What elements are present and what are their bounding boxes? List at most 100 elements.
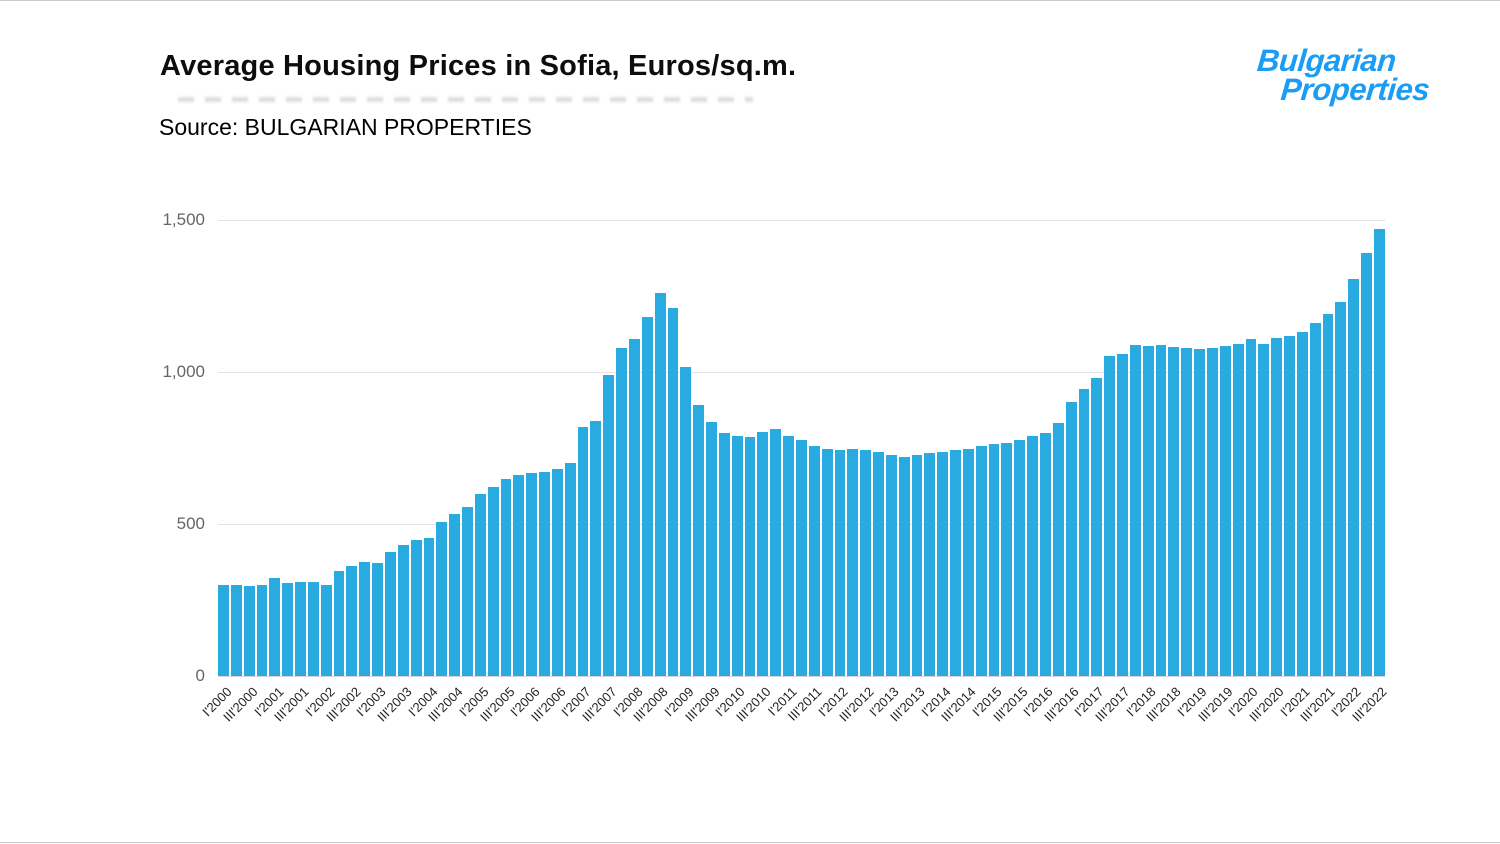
bar bbox=[962, 448, 974, 676]
bar bbox=[230, 584, 242, 676]
bar bbox=[372, 562, 383, 676]
bar bbox=[1219, 345, 1231, 676]
bar bbox=[654, 292, 666, 676]
bar bbox=[410, 539, 422, 676]
bar bbox=[564, 463, 576, 676]
bar bbox=[256, 584, 268, 676]
bar bbox=[1373, 229, 1385, 676]
bar bbox=[1040, 432, 1051, 676]
bar bbox=[873, 451, 884, 676]
bar bbox=[1194, 349, 1205, 676]
bar bbox=[885, 454, 897, 676]
bar bbox=[423, 537, 435, 676]
bar bbox=[898, 456, 910, 676]
bar bbox=[1245, 339, 1257, 676]
bar bbox=[474, 493, 486, 676]
bar bbox=[770, 429, 782, 676]
bar bbox=[218, 585, 229, 676]
gridline bbox=[218, 220, 1385, 221]
bar bbox=[706, 422, 717, 676]
bar bbox=[821, 448, 833, 676]
bar bbox=[449, 514, 461, 676]
bar bbox=[1322, 313, 1334, 676]
bar bbox=[577, 426, 589, 676]
bar bbox=[384, 551, 396, 676]
bar bbox=[680, 367, 692, 676]
bar bbox=[282, 582, 294, 676]
bar bbox=[500, 479, 512, 676]
bar bbox=[1181, 348, 1193, 676]
bar bbox=[1052, 423, 1064, 676]
bar bbox=[1155, 344, 1167, 676]
bar bbox=[513, 474, 525, 676]
bar bbox=[1348, 279, 1360, 676]
brand-logo-line1: Bulgarian bbox=[1255, 43, 1397, 78]
bar bbox=[397, 544, 409, 676]
bar bbox=[860, 449, 872, 676]
bar bbox=[551, 468, 563, 676]
y-tick-label: 0 bbox=[195, 666, 205, 685]
bar bbox=[1065, 402, 1077, 676]
bar bbox=[1014, 440, 1026, 676]
bar bbox=[1206, 347, 1218, 676]
source-label: Source: BULGARIAN PROPERTIES bbox=[159, 114, 532, 140]
bar bbox=[795, 439, 807, 676]
bar bbox=[333, 571, 345, 676]
bar bbox=[590, 421, 602, 676]
bar bbox=[1309, 322, 1321, 676]
bar bbox=[1232, 344, 1244, 676]
bar bbox=[1284, 336, 1295, 676]
bottom-border bbox=[0, 842, 1500, 843]
bar bbox=[641, 317, 653, 676]
bar bbox=[462, 506, 473, 676]
bar bbox=[808, 446, 820, 676]
bar bbox=[1361, 253, 1372, 676]
bar bbox=[1296, 331, 1308, 676]
chart-title: Average Housing Prices in Sofia, Euros/s… bbox=[160, 50, 797, 82]
bar bbox=[950, 450, 961, 676]
bar bbox=[1117, 354, 1128, 676]
bar bbox=[346, 565, 358, 676]
brand-logo: Bulgarian Properties bbox=[1253, 43, 1433, 108]
bar bbox=[937, 452, 949, 676]
bar bbox=[834, 450, 846, 676]
bar bbox=[487, 486, 499, 676]
bar bbox=[988, 444, 1000, 676]
bar bbox=[975, 445, 987, 676]
bar bbox=[718, 432, 730, 676]
y-tick-label: 500 bbox=[176, 514, 205, 533]
bar bbox=[603, 375, 615, 676]
bar bbox=[847, 448, 859, 676]
bar bbox=[1001, 442, 1013, 676]
title-underline-artifact bbox=[178, 97, 753, 102]
bar bbox=[1091, 378, 1103, 676]
plot-area: I'2000 III'2000 I'2001 III'2001 I'2002 III'20… bbox=[200, 220, 1389, 724]
gridline bbox=[218, 676, 1385, 677]
bar bbox=[269, 578, 281, 676]
bar bbox=[1271, 337, 1283, 676]
top-border bbox=[0, 0, 1500, 1]
bar bbox=[616, 347, 627, 676]
bar bbox=[1142, 345, 1154, 676]
bar bbox=[924, 453, 936, 676]
bar bbox=[1104, 356, 1116, 676]
bar bbox=[1078, 388, 1090, 676]
y-tick-label: 1,500 bbox=[162, 210, 205, 229]
bar bbox=[243, 586, 255, 676]
bar bbox=[783, 435, 794, 676]
bar bbox=[1129, 345, 1141, 676]
bar bbox=[731, 435, 743, 676]
bars bbox=[218, 220, 1385, 676]
bar bbox=[693, 405, 705, 676]
bar bbox=[757, 432, 769, 676]
bar bbox=[1168, 346, 1180, 676]
gridline bbox=[218, 372, 1385, 373]
bar bbox=[667, 308, 679, 676]
x-axis-labels: I'2000 III'2000 I'2001 III'2001 I'2002 III'20… bbox=[200, 676, 1390, 771]
bar bbox=[629, 338, 640, 676]
bar bbox=[1027, 436, 1038, 676]
bar bbox=[744, 437, 756, 676]
brand-logo-line2: Properties bbox=[1278, 72, 1431, 108]
y-axis-labels: 0 500 1,000 1,500 bbox=[120, 210, 205, 685]
